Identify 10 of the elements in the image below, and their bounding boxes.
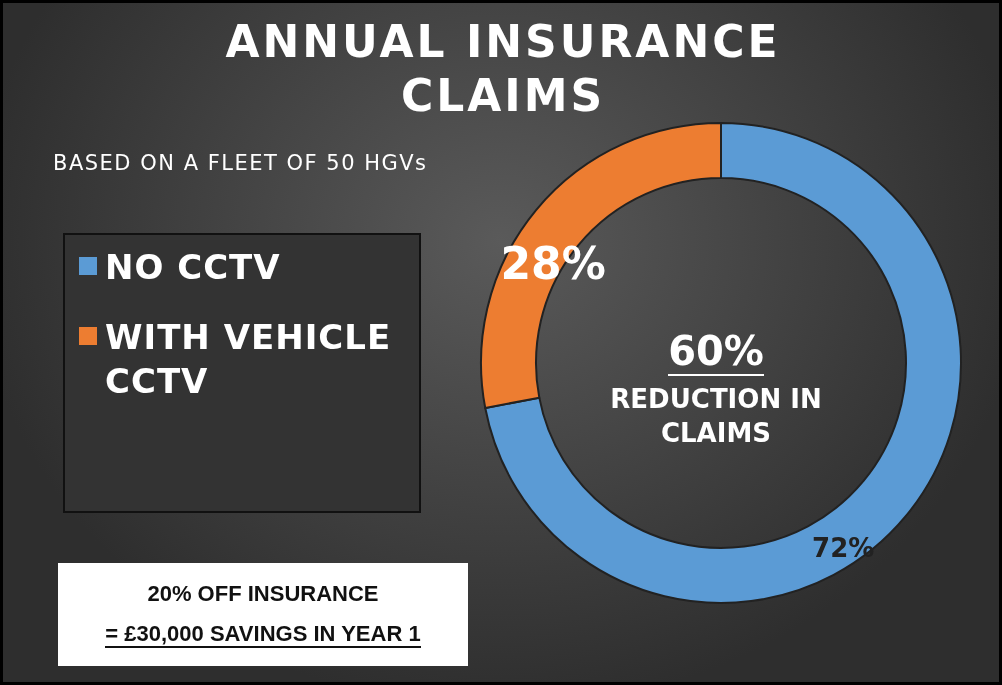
text: 20% OFF INSURANCE — [146, 581, 380, 607]
data-label: 72% — [812, 533, 875, 564]
legend-label: WITH VEHICLE CCTV — [105, 316, 393, 403]
text: BASED ON A FLEET OF 50 HGVs — [53, 151, 428, 175]
text: REDUCTION IN CLAIMS — [609, 383, 823, 450]
legend-label: NO CCTV — [105, 246, 281, 289]
text: = £30,000 SAVINGS IN YEAR 1 — [105, 621, 421, 648]
donut-slice — [484, 122, 962, 604]
text: 60% — [668, 328, 764, 376]
chart-title: ANNUAL INSURANCE CLAIMS — [224, 15, 782, 123]
